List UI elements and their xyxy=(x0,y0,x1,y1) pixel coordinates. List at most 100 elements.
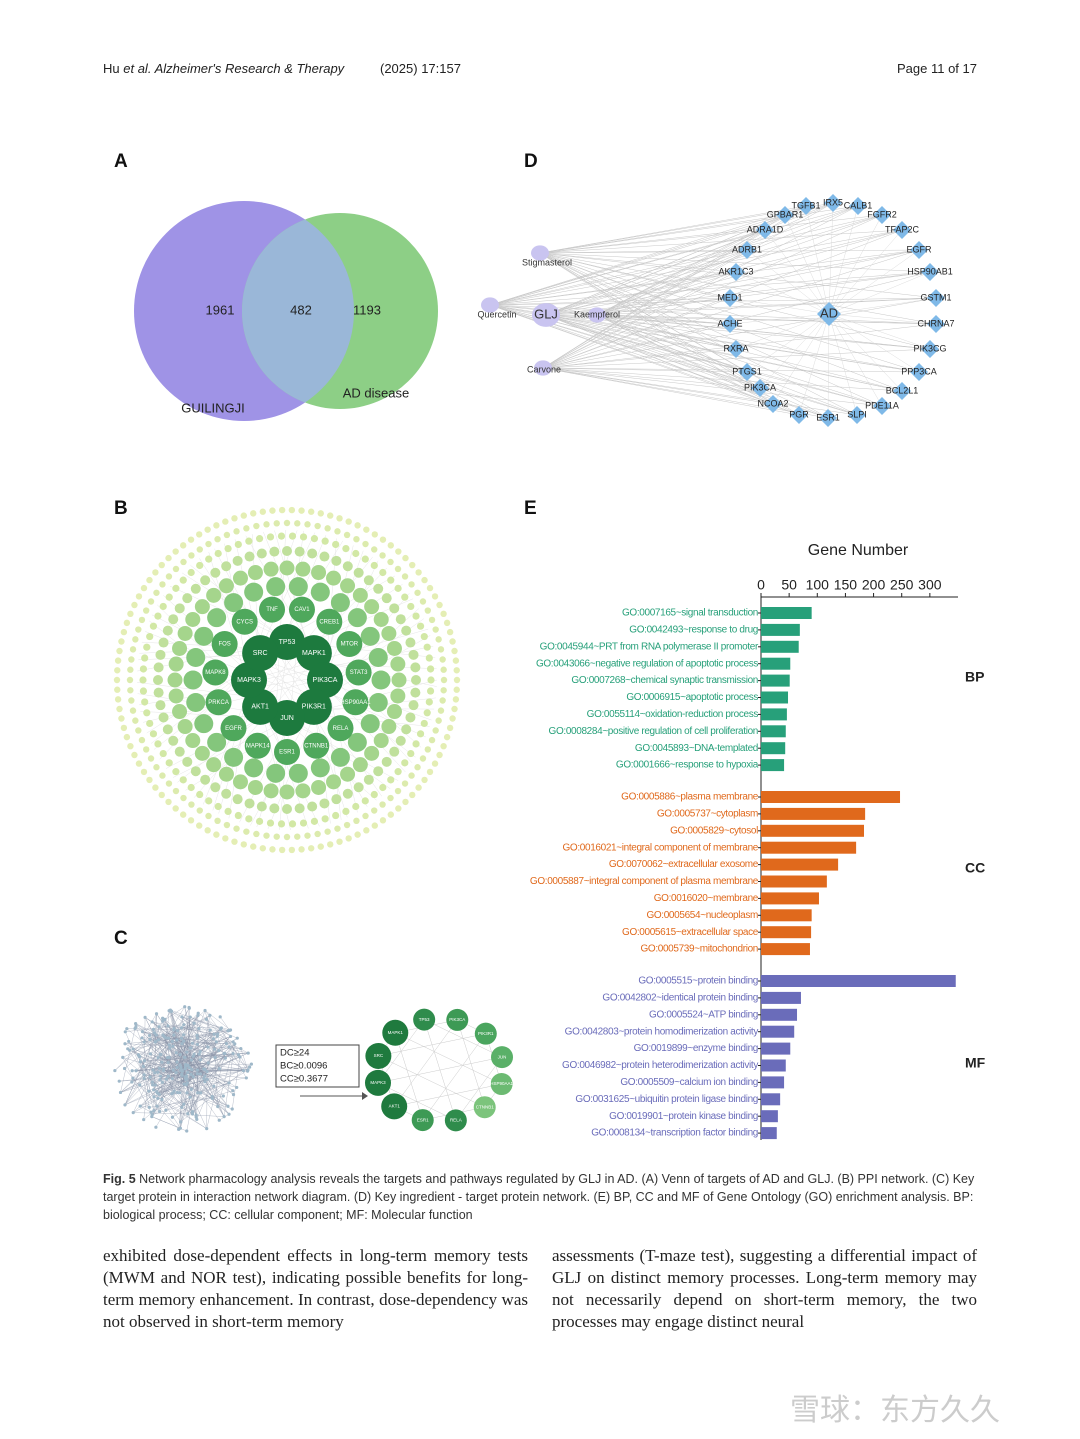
hairball-node xyxy=(154,1012,159,1016)
ppi-node xyxy=(452,657,460,664)
ppi-node xyxy=(158,791,165,799)
ppi-node xyxy=(205,555,213,563)
hairball-edge xyxy=(172,1041,227,1044)
ppi-node xyxy=(311,779,327,795)
target-label: PIK3CA xyxy=(744,382,776,392)
ppi-node xyxy=(288,846,296,854)
ppi-node xyxy=(307,508,315,515)
hairball-node xyxy=(166,1060,170,1065)
hairball-node xyxy=(191,1054,195,1058)
ppi-node xyxy=(288,532,297,540)
ppi-node xyxy=(424,746,432,753)
hairball-edge xyxy=(169,1044,189,1066)
hairball-node xyxy=(183,1055,187,1060)
hairball-edge xyxy=(157,1075,183,1094)
edge xyxy=(805,205,830,315)
ppi-node xyxy=(266,577,286,597)
ppi-node xyxy=(172,548,179,555)
ppi-node xyxy=(373,766,384,777)
ppi-node xyxy=(210,567,221,578)
ppi-node xyxy=(440,676,448,684)
edge xyxy=(784,214,830,315)
ppi-node xyxy=(453,676,461,684)
ppi-node xyxy=(401,724,412,735)
hairball-edge xyxy=(206,1053,226,1129)
hairball-node xyxy=(154,1033,158,1037)
category-label: GO:0005524~ATP binding xyxy=(649,1009,758,1020)
issue: (2025) 17:157 xyxy=(380,61,461,76)
ppi-node xyxy=(247,565,263,581)
key-label: RELA xyxy=(450,1118,462,1123)
ppi-node xyxy=(317,843,324,850)
category-label: GO:0045944~PRT from RNA polymerase II pr… xyxy=(540,641,759,652)
hairball-node xyxy=(231,1089,235,1093)
body-left: exhibited dose-dependent effects in long… xyxy=(103,1246,528,1331)
ppi-node xyxy=(373,733,389,749)
ppi-node xyxy=(353,817,360,825)
category-label: GO:0019899~enzyme binding xyxy=(634,1043,758,1054)
hairball-node xyxy=(206,1045,210,1049)
ppi-node xyxy=(394,565,402,573)
ppi-node xyxy=(146,776,153,784)
ppi-node xyxy=(435,717,442,724)
ppi-node xyxy=(327,841,334,848)
hairball-node xyxy=(190,1041,195,1045)
ppi-node xyxy=(408,581,415,588)
ppi-node xyxy=(394,787,402,795)
ppi-node xyxy=(240,841,247,848)
hairball-edge xyxy=(186,1092,233,1110)
hairball-edge xyxy=(157,1057,193,1112)
ppi-node xyxy=(154,740,162,748)
hairball-node xyxy=(231,1051,235,1056)
hairball-edge xyxy=(135,1038,169,1071)
hairball-node xyxy=(228,1034,233,1039)
hairball-node xyxy=(123,1042,127,1046)
hairball-node xyxy=(195,1036,200,1040)
ppi-node xyxy=(138,736,146,744)
hairball-edge xyxy=(155,1041,183,1044)
bar xyxy=(761,1110,778,1123)
hairball-node xyxy=(148,1075,152,1079)
hairball-node xyxy=(117,1079,121,1083)
hairball-node xyxy=(140,1030,145,1034)
hairball-node xyxy=(182,1102,186,1106)
ppi-node xyxy=(353,782,364,793)
ppi-node xyxy=(412,740,420,748)
ppi-node xyxy=(153,675,163,685)
hairball-node xyxy=(203,1080,207,1084)
bar xyxy=(761,807,866,820)
ppi-node xyxy=(205,540,212,548)
hairball-node xyxy=(186,1112,190,1116)
bar xyxy=(761,975,956,987)
ppi-label: EGFR xyxy=(225,726,242,732)
ppi-label: PIK3R1 xyxy=(302,704,326,711)
edge xyxy=(489,205,807,306)
hairball-node xyxy=(185,1129,189,1133)
hairball-node xyxy=(208,1013,212,1017)
ppi-node xyxy=(140,584,148,592)
hairball-edge xyxy=(135,1062,209,1071)
hairball-node xyxy=(161,1016,165,1020)
ppi-node xyxy=(304,832,311,839)
ingredient-label: Carvone xyxy=(527,364,561,374)
ppi-node xyxy=(425,654,433,662)
ppi-node xyxy=(132,636,139,643)
ppi-node xyxy=(307,548,318,559)
ppi-node xyxy=(194,599,210,615)
ppi-node xyxy=(331,555,342,566)
hairball-node xyxy=(138,1083,142,1087)
hairball-edge xyxy=(153,1028,221,1071)
category-label: GO:0008284~positive regulation of cell p… xyxy=(549,726,758,737)
ppi-node xyxy=(146,719,154,728)
hairball-edge xyxy=(170,1009,229,1032)
ppi-node xyxy=(288,763,308,783)
ppi-node xyxy=(410,662,421,673)
x-tick-label: 250 xyxy=(890,577,914,593)
ppi-node xyxy=(310,817,319,825)
x-tick-label: 0 xyxy=(757,577,765,593)
ppi-node xyxy=(336,838,343,845)
ppi-node xyxy=(172,565,180,573)
key-label: PIK3R1 xyxy=(478,1031,494,1036)
hairball-node xyxy=(180,1042,184,1046)
target-node xyxy=(727,263,745,281)
